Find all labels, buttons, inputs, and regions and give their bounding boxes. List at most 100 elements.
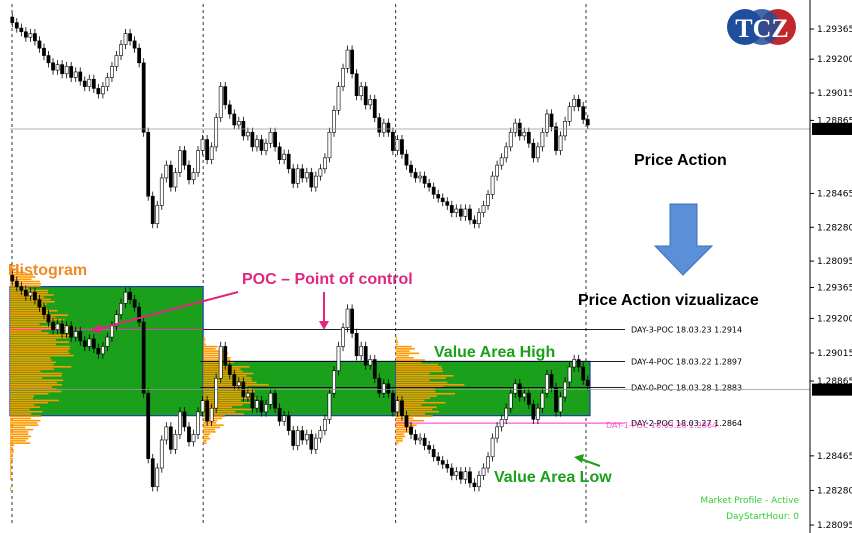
candle-body xyxy=(28,33,33,38)
histogram-bar xyxy=(10,473,12,476)
candle-body xyxy=(341,327,345,347)
candle-body xyxy=(304,172,309,179)
candle-body xyxy=(101,346,105,355)
histogram-bar xyxy=(10,323,40,325)
histogram-bar xyxy=(10,464,12,467)
histogram-bar xyxy=(203,381,257,384)
histogram-bar xyxy=(10,354,74,357)
candle-body xyxy=(581,366,586,381)
histogram-bar xyxy=(10,363,54,366)
candle-body xyxy=(418,175,422,179)
candle-body xyxy=(110,325,114,338)
candle-body xyxy=(386,122,391,133)
candle-body xyxy=(23,290,28,297)
candle-body xyxy=(273,131,277,148)
candle-body xyxy=(150,458,155,488)
candle-body xyxy=(168,164,173,188)
candle-body xyxy=(481,467,486,476)
candle-body xyxy=(42,306,46,315)
histogram-bar xyxy=(395,433,404,435)
candle-body xyxy=(268,131,273,144)
candle-body xyxy=(37,299,42,308)
histogram-bar xyxy=(203,422,217,424)
histogram-bar xyxy=(395,415,433,417)
histogram-bar xyxy=(203,437,211,440)
annotation-arrows xyxy=(90,291,601,467)
histogram-bar xyxy=(395,377,447,379)
histogram-bar xyxy=(10,379,64,382)
candle-body xyxy=(69,325,74,338)
histogram-bar xyxy=(203,442,207,444)
candle-body xyxy=(300,430,305,441)
current-price-label: 1.28819 xyxy=(816,386,852,396)
candle-body xyxy=(227,364,232,375)
candle-body xyxy=(576,99,581,107)
candle-body xyxy=(436,456,441,461)
histogram-bar xyxy=(203,433,211,435)
candle-body xyxy=(91,78,96,89)
candle-body xyxy=(404,153,409,166)
histogram-bar xyxy=(10,417,31,420)
candle-body xyxy=(78,331,83,342)
candle-body xyxy=(359,346,364,357)
candle-body xyxy=(178,411,182,435)
candle-body xyxy=(449,205,454,213)
price-tick-label: 1.29200 xyxy=(817,314,852,324)
price-tick-label: 1.28095 xyxy=(817,257,852,267)
histogram-bar xyxy=(203,424,224,426)
candle-body xyxy=(105,336,110,347)
candle-body xyxy=(395,139,400,151)
candle-body xyxy=(540,392,545,409)
histogram-bar xyxy=(10,352,70,355)
candle-body xyxy=(264,404,268,413)
candle-body xyxy=(255,139,259,148)
candle-body xyxy=(33,33,37,42)
candle-body xyxy=(495,164,499,177)
tcz-logo: TCZ xyxy=(727,9,796,45)
candle-body xyxy=(223,346,228,366)
candle-body xyxy=(227,104,232,115)
histogram-bar xyxy=(10,374,62,377)
candle-body xyxy=(282,153,287,160)
histogram-bar xyxy=(395,431,411,433)
price-action-pane xyxy=(10,4,810,262)
candle-body xyxy=(55,64,60,71)
candle-body xyxy=(14,22,19,29)
candle-body xyxy=(313,175,318,188)
histogram-bar xyxy=(395,370,443,373)
histogram-bar xyxy=(203,359,231,361)
candle-body xyxy=(60,64,64,75)
down-arrow-icon xyxy=(653,203,714,276)
histogram-bar xyxy=(203,399,241,402)
histogram-bar xyxy=(10,359,52,361)
candle-body xyxy=(345,308,350,329)
candle-body xyxy=(540,131,545,148)
market-profile-pane: DAY-3-POC 18.03.23 1.2914 DAY-4-POC 18.03… xyxy=(9,262,810,526)
candle-body xyxy=(472,219,477,224)
candle-body xyxy=(495,426,499,439)
histogram-bar xyxy=(10,453,13,456)
poc-label: DAY-2-POC 18.03.27 1.2864 xyxy=(631,419,742,428)
price-tick-label: 1.29365 xyxy=(817,25,852,35)
candle-body xyxy=(119,303,123,315)
histogram-bar xyxy=(395,395,437,397)
candle-body xyxy=(236,120,241,126)
histogram-bar xyxy=(10,339,56,341)
candle-body xyxy=(286,153,291,170)
candle-body xyxy=(318,168,323,177)
histogram-bar xyxy=(395,419,425,422)
candle-body xyxy=(463,208,468,217)
candle-body xyxy=(404,415,409,428)
candle-body xyxy=(51,62,55,71)
candle-body xyxy=(445,201,450,206)
histogram-bar xyxy=(395,413,426,415)
candle-body xyxy=(19,286,24,291)
histogram-bar xyxy=(395,372,430,375)
candle-body xyxy=(558,396,563,413)
price-tick-label: 1.29015 xyxy=(817,89,852,99)
candle-body xyxy=(377,117,382,133)
histogram-bar xyxy=(10,415,42,417)
candle-body xyxy=(73,331,78,338)
histogram-bar xyxy=(203,377,252,379)
candle-body xyxy=(105,77,110,87)
